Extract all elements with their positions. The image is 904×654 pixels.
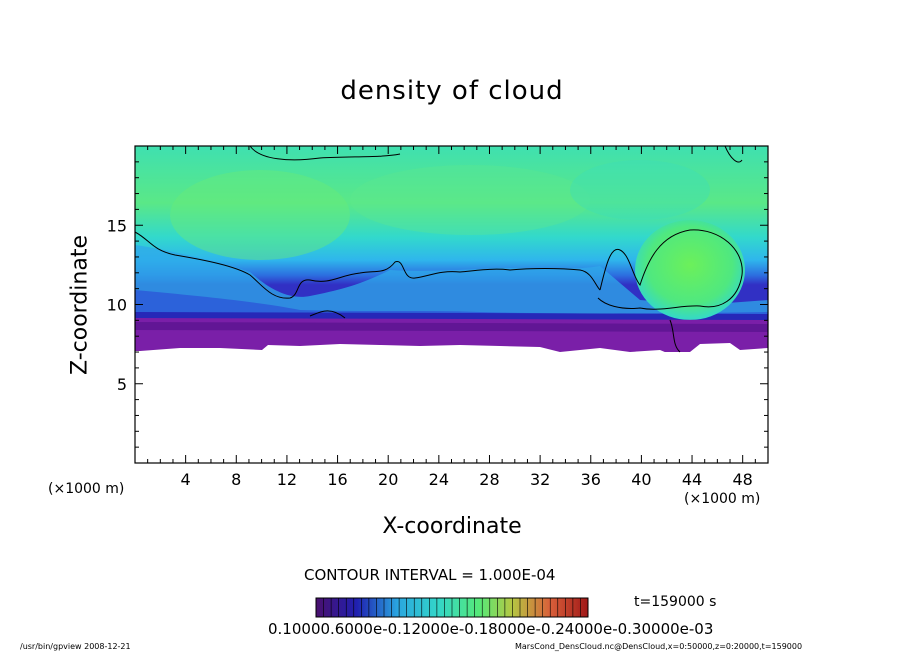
x-tick-label: 36 xyxy=(581,470,601,489)
x-tick-label: 8 xyxy=(231,470,241,489)
x-tick-label: 4 xyxy=(181,470,191,489)
x-tick-label: 48 xyxy=(733,470,753,489)
x-unit-left: (×1000 m) xyxy=(48,481,125,497)
x-tick-label: 12 xyxy=(277,470,297,489)
colorbar-labels: 0.10000.6000e-0.12000e-0.18000e-0.24000e… xyxy=(268,620,714,638)
x-axis-label: X-coordinate xyxy=(0,514,904,539)
x-tick-label: 40 xyxy=(631,470,651,489)
footer-program-date: /usr/bin/gpview 2008-12-21 xyxy=(20,642,131,651)
y-tick-label: 15 xyxy=(107,216,127,235)
x-unit-right: (×1000 m) xyxy=(684,491,761,507)
x-tick-label: 24 xyxy=(429,470,449,489)
contour-interval-label: CONTOUR INTERVAL = 1.000E-04 xyxy=(304,566,556,584)
footer-source: MarsCond_DensCloud.nc@DensCloud,x=0:5000… xyxy=(515,642,803,651)
y-tick-label: 10 xyxy=(107,296,127,315)
x-tick-label: 28 xyxy=(479,470,499,489)
y-axis-label: Z-coordinate xyxy=(67,235,93,375)
x-tick-label: 16 xyxy=(327,470,347,489)
y-tick-label: 5 xyxy=(117,375,127,394)
time-label: t=159000 s xyxy=(634,594,717,610)
density-field xyxy=(135,146,768,463)
colorbar-ticks xyxy=(323,598,581,617)
x-tick-label: 44 xyxy=(682,470,702,489)
x-axis-label-text: X-coordinate xyxy=(382,514,522,539)
chart-title: density of cloud xyxy=(340,76,564,106)
x-tick-label: 32 xyxy=(530,470,550,489)
x-tick-label: 20 xyxy=(378,470,398,489)
axis-ticks xyxy=(135,146,768,463)
